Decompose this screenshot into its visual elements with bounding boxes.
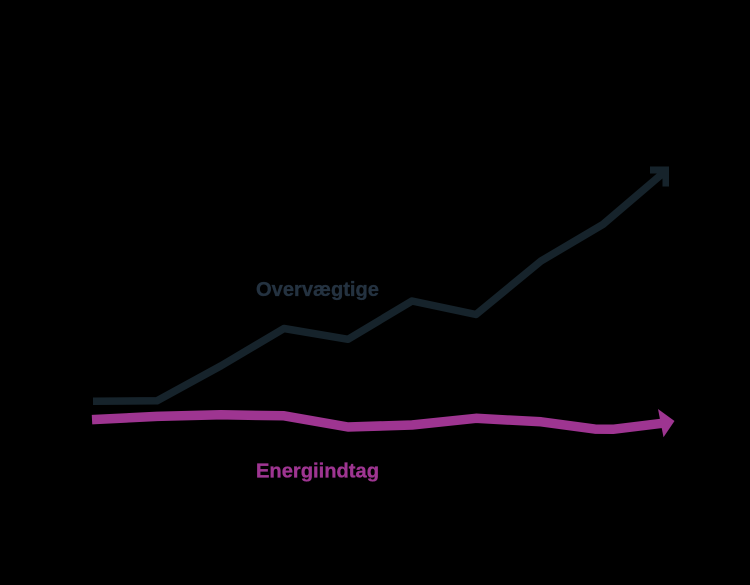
svg-text:Overvægtige: Overvægtige xyxy=(256,279,379,301)
svg-text:Energiindtag: Energiindtag xyxy=(256,460,379,482)
